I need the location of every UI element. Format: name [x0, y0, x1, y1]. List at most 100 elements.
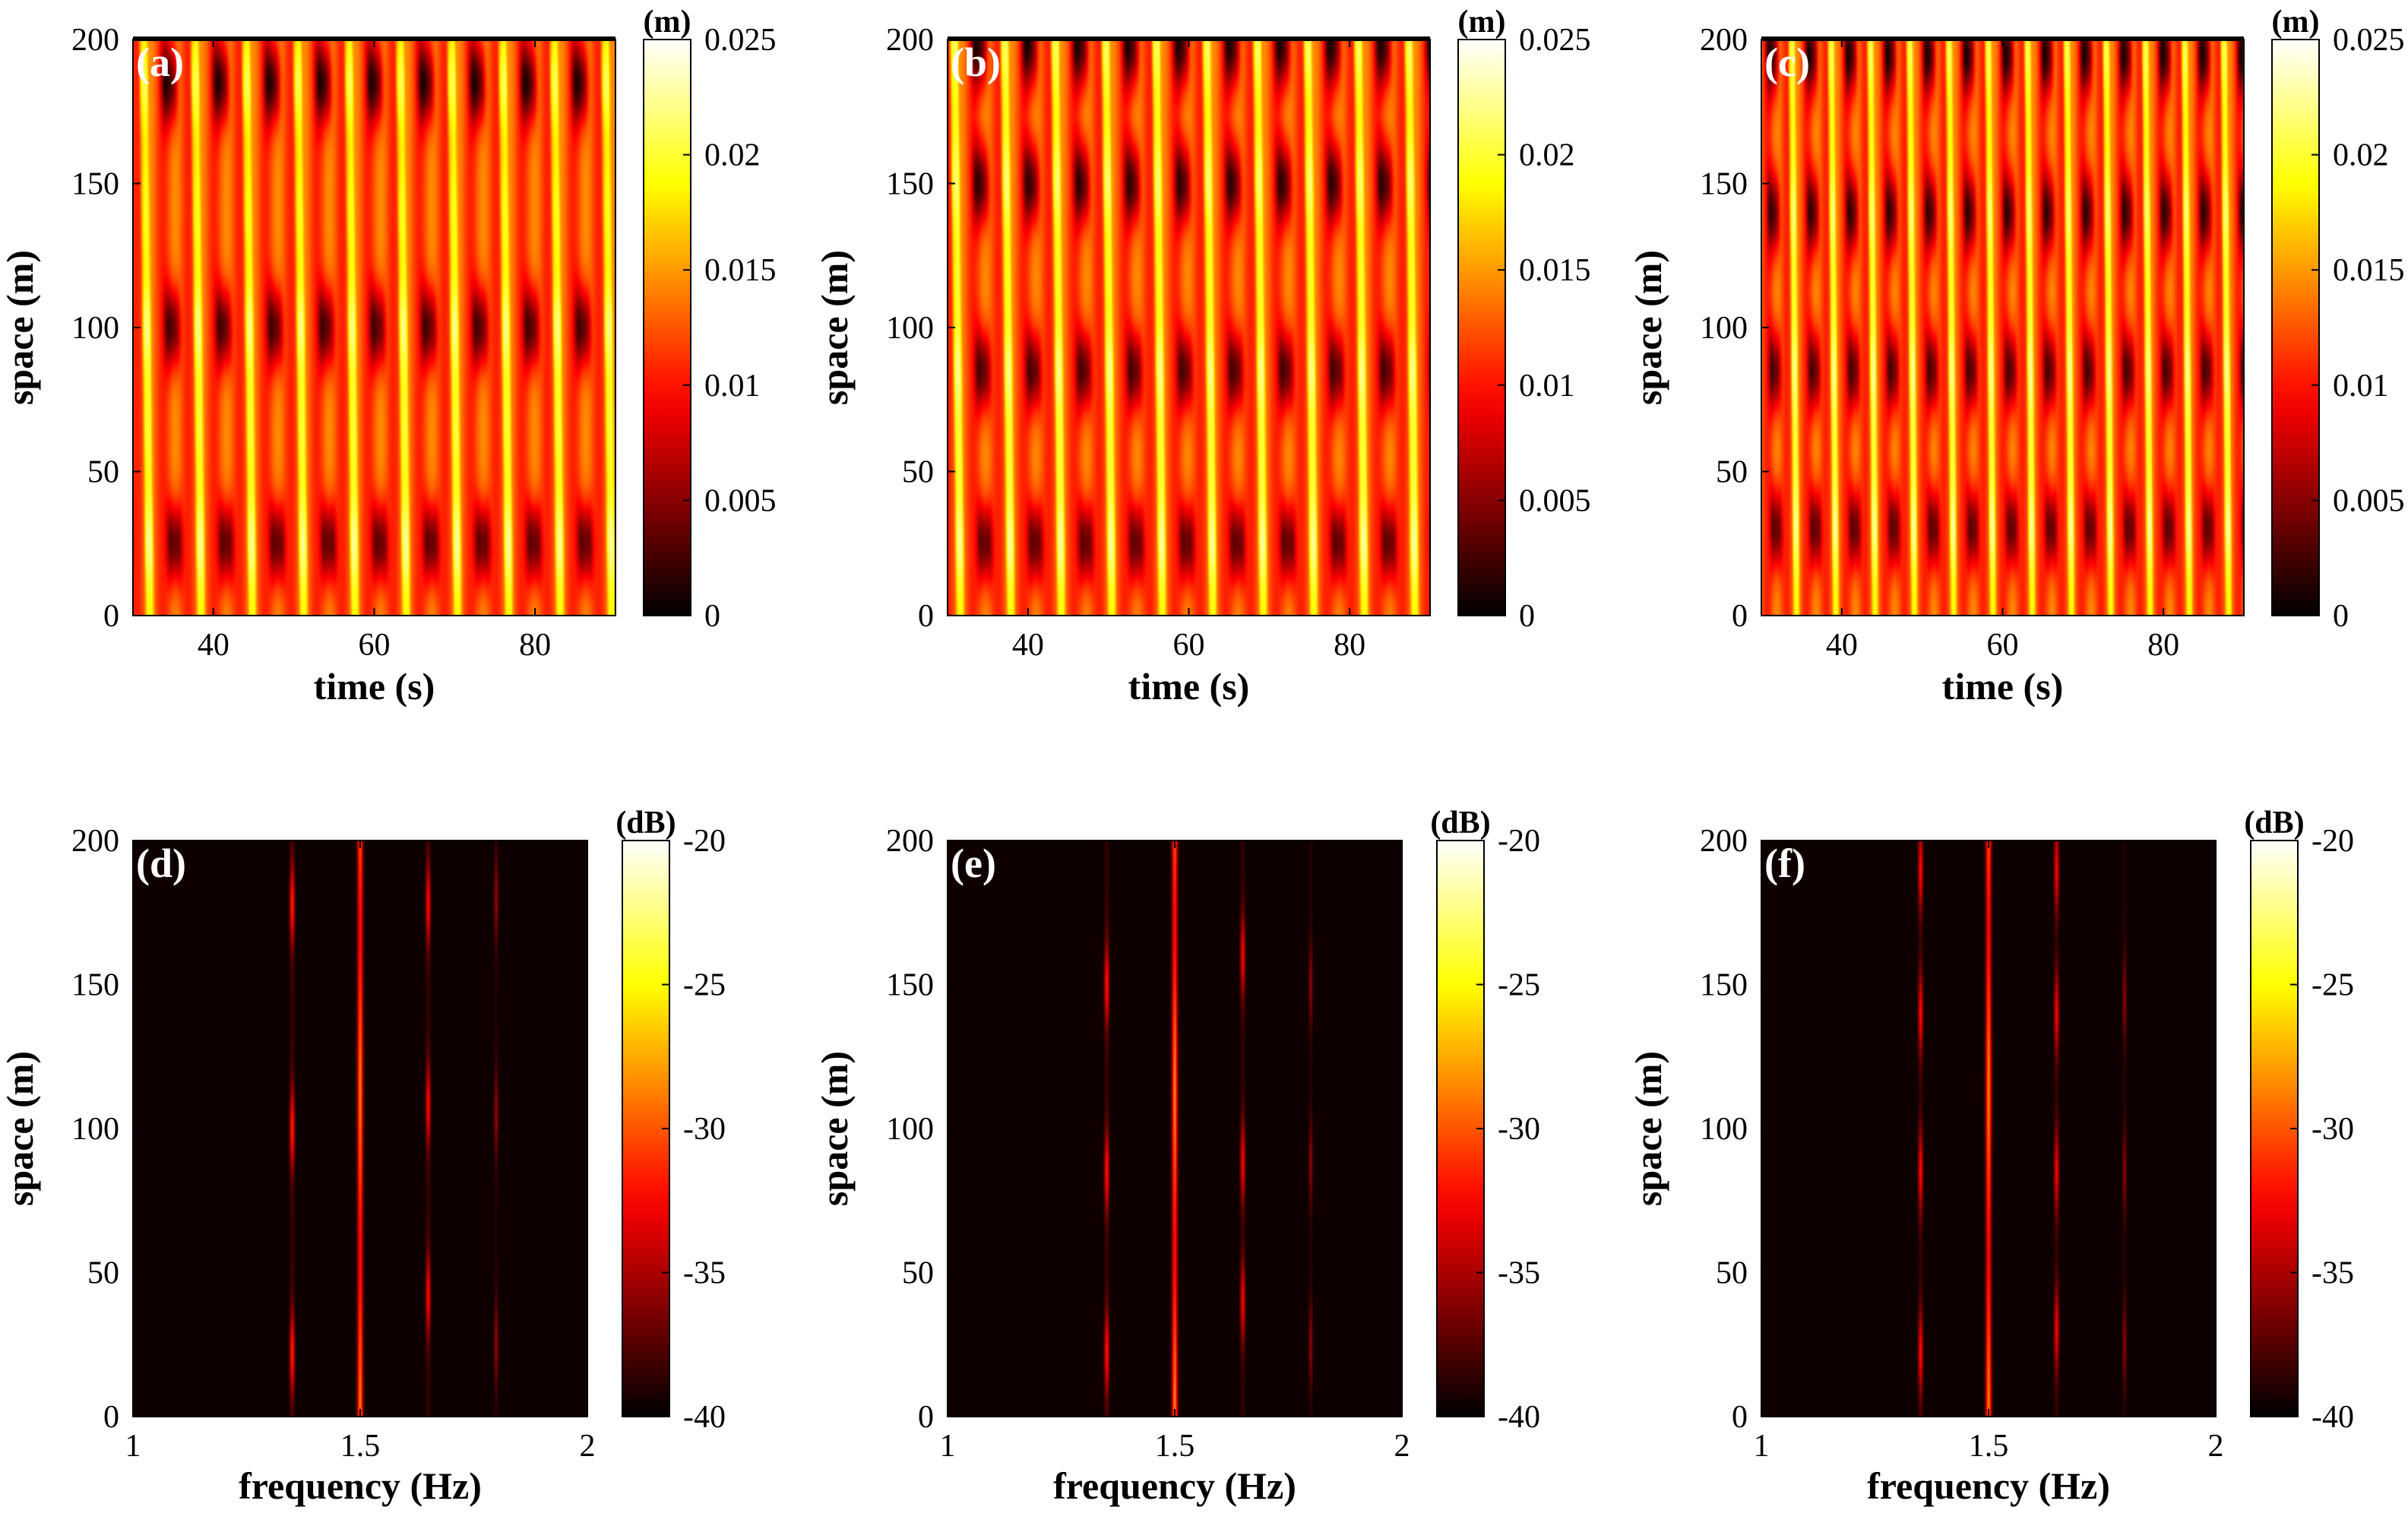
- colorbar-tick-label: -40: [1498, 1400, 1540, 1435]
- colorbar-tick-label: -20: [1498, 824, 1540, 859]
- y-tick-label: 200: [1700, 824, 1748, 859]
- x-tick-label: 80: [1334, 628, 1365, 663]
- y-tick-label: 150: [1700, 167, 1748, 202]
- x-tick-label: 40: [1826, 628, 1858, 663]
- panel-label: (b): [951, 40, 1001, 85]
- colorbar-tick-label: -40: [683, 1400, 726, 1435]
- colorbar-tick-label: -30: [683, 1112, 726, 1147]
- panel-f: 1 1.5 2 0 50 100 150 200 frequency (Hz) space (m)…: [1627, 806, 2354, 1507]
- colorbar-tick-label: 0.01: [1519, 369, 1575, 404]
- heatmap-image: [133, 841, 587, 1417]
- panel-d: 1 1.5 2 0 50 100 150 200 frequency (Hz) space (m)…: [0, 806, 726, 1507]
- colorbar-tick-label: -35: [2311, 1256, 2354, 1291]
- colorbar-unit: (m): [644, 5, 691, 40]
- y-tick-label: 0: [103, 599, 119, 634]
- panel-label: (c): [1764, 40, 1810, 85]
- y-tick-label: 150: [1700, 968, 1748, 1003]
- y-tick-label: 50: [1716, 455, 1748, 490]
- y-tick-label: 0: [1732, 1400, 1748, 1435]
- colorbar-tick-label: 0.005: [2333, 483, 2405, 518]
- y-tick-label: 50: [902, 455, 934, 490]
- y-tick-label: 100: [71, 311, 119, 346]
- colorbar-tick-label: -25: [2311, 968, 2354, 1003]
- x-axis-label: frequency (Hz): [1053, 1464, 1296, 1507]
- x-tick-label: 1: [940, 1429, 956, 1464]
- colorbar-tick-label: 0.015: [2333, 253, 2405, 288]
- colorbar-tick-label: 0: [2333, 599, 2349, 634]
- colorbar-tick-label: 0.015: [704, 253, 777, 288]
- y-tick-label: 0: [918, 599, 934, 634]
- x-tick-label: 1.5: [1155, 1429, 1195, 1464]
- colorbar-unit: (dB): [615, 806, 676, 841]
- colorbar-tick-label: -30: [2311, 1112, 2354, 1147]
- y-tick-label: 150: [71, 167, 119, 202]
- colorbar: [1457, 39, 1506, 616]
- colorbar-tick-label: 0.01: [704, 369, 761, 404]
- colorbar-tick-label: -40: [2311, 1400, 2354, 1435]
- y-tick-label: 200: [886, 23, 934, 58]
- y-tick-label: 200: [1700, 23, 1748, 58]
- colorbar: [643, 39, 691, 616]
- panel-b: 40 60 80 0 50 100 150 200 time (s) space (m) (b) 0 0…: [813, 5, 1591, 708]
- y-axis-label: space (m): [1627, 1051, 1669, 1206]
- y-tick-label: 0: [918, 1400, 934, 1435]
- y-tick-label: 200: [71, 23, 119, 58]
- colorbar-tick-label: 0.025: [2333, 23, 2405, 58]
- x-tick-label: 80: [519, 628, 551, 663]
- x-axis-label: time (s): [1128, 665, 1250, 708]
- y-tick-label: 200: [71, 824, 119, 859]
- x-tick-label: 40: [198, 628, 229, 663]
- y-axis-label: space (m): [1627, 250, 1669, 405]
- colorbar-tick-label: 0.01: [2333, 369, 2389, 404]
- colorbar: [2250, 840, 2299, 1417]
- colorbar-tick-label: -35: [1498, 1256, 1540, 1291]
- colorbar: [2271, 39, 2320, 616]
- x-tick-label: 80: [2147, 628, 2179, 663]
- y-tick-label: 150: [71, 968, 119, 1003]
- colorbar: [622, 840, 670, 1417]
- colorbar-tick-label: 0.025: [1519, 23, 1591, 58]
- colorbar-unit: (m): [2272, 5, 2320, 40]
- y-tick-label: 100: [1700, 311, 1748, 346]
- panel-a: 40 60 80 0 50 100 150 200 time (s) space (m) (a) 0 0…: [0, 5, 777, 708]
- colorbar-unit: (m): [1458, 5, 1506, 40]
- y-tick-label: 100: [71, 1112, 119, 1147]
- x-tick-label: 60: [1173, 628, 1205, 663]
- y-tick-label: 50: [87, 1256, 119, 1291]
- colorbar-tick-label: -20: [683, 824, 726, 859]
- y-axis-label: space (m): [0, 1051, 41, 1206]
- x-tick-label: 2: [1394, 1429, 1410, 1464]
- y-axis-label: space (m): [813, 250, 856, 405]
- panel-label: (a): [136, 40, 184, 85]
- y-tick-label: 100: [886, 311, 934, 346]
- panel-label: (e): [951, 841, 996, 886]
- y-tick-label: 0: [1732, 599, 1748, 634]
- colorbar-tick-label: 0.02: [704, 138, 761, 173]
- colorbar-tick-label: -30: [1498, 1112, 1540, 1147]
- heatmap-image: [1761, 40, 2244, 616]
- panel-label: (d): [136, 841, 186, 886]
- y-tick-label: 50: [1716, 1256, 1748, 1291]
- y-tick-label: 100: [886, 1112, 934, 1147]
- y-tick-label: 0: [103, 1400, 119, 1435]
- x-axis-label: time (s): [1942, 665, 2064, 708]
- colorbar-tick-label: 0.005: [704, 483, 777, 518]
- x-axis-label: frequency (Hz): [239, 1464, 482, 1507]
- colorbar-tick-label: 0.025: [704, 23, 777, 58]
- x-tick-label: 1: [125, 1429, 141, 1464]
- heatmap-image: [1761, 841, 2216, 1417]
- heatmap-image: [133, 40, 615, 616]
- heatmap-image: [948, 40, 1430, 616]
- colorbar-unit: (dB): [1430, 806, 1490, 841]
- panel-e: 1 1.5 2 0 50 100 150 200 frequency (Hz) space (m)…: [813, 806, 1540, 1507]
- x-tick-label: 2: [580, 1429, 596, 1464]
- y-tick-label: 150: [886, 968, 934, 1003]
- panel-c: 40 60 80 0 50 100 150 200 time (s) space (m) (c) 0 0…: [1627, 5, 2405, 708]
- colorbar-tick-label: 0: [1519, 599, 1535, 634]
- x-tick-label: 60: [359, 628, 391, 663]
- colorbar-tick-label: -35: [683, 1256, 726, 1291]
- colorbar-tick-label: 0: [704, 599, 720, 634]
- y-tick-label: 150: [886, 167, 934, 202]
- x-tick-label: 1: [1754, 1429, 1770, 1464]
